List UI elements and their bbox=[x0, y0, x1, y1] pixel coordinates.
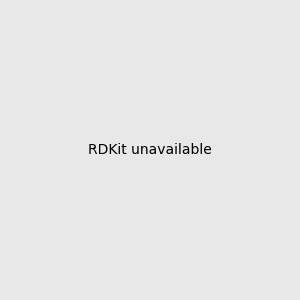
Text: RDKit unavailable: RDKit unavailable bbox=[88, 143, 212, 157]
